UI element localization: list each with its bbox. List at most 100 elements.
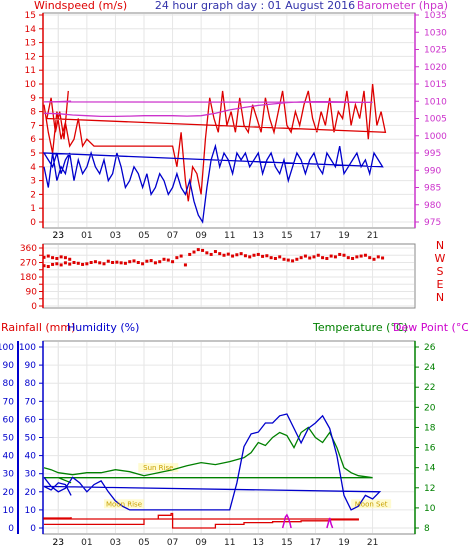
direction-point [123,261,127,265]
baro-tick-label: 1010 [424,97,447,107]
humidity-tick-label: 40 [25,452,37,462]
direction-point [93,260,97,264]
compass-label: E [437,278,444,291]
temperature-tick-label: 12 [424,484,435,494]
direction-point [98,261,102,265]
direction-point [201,248,205,252]
direction-point [63,261,67,265]
compass-label: N [436,291,444,304]
direction-point [46,254,50,258]
direction-point [55,256,59,260]
temperature-tick-label: 22 [424,383,435,393]
climate-x-tick-label: 19 [338,538,350,548]
climate-x-tick-label: 09 [195,538,207,548]
temperature-tick-label: 16 [424,444,436,454]
wind-tick-label: 3 [30,177,36,187]
direction-point [149,259,153,263]
direction-point [59,263,63,267]
direction-point [136,261,140,264]
wind-tick-label: 9 [30,94,36,104]
wind-tick-label: 12 [25,52,36,62]
humidity-tick-label: 50 [25,434,37,444]
direction-point [68,257,72,261]
direction-point [295,257,299,261]
climate-x-tick-label: 23 [53,538,64,548]
wind-x-tick-label: 21 [367,231,378,241]
climate-x-tick-label: 01 [81,538,92,548]
baro-tick-label: 1015 [424,80,447,90]
direction-point [282,257,286,261]
compass-label: W [435,252,446,265]
wind-x-tick-label: 07 [167,231,178,241]
wind-tick-label: 15 [25,11,36,21]
direction-point [243,254,247,258]
baro-tick-label: 1000 [424,132,447,142]
dir-tick-label: 0 [31,302,37,312]
direction-point [158,260,162,264]
direction-point [183,263,187,267]
wind-x-tick-label: 13 [253,231,264,241]
wind-x-tick-label: 23 [53,231,64,241]
direction-point [55,262,59,266]
direction-point [42,264,46,268]
temperature-tick-label: 26 [424,343,436,353]
direction-point [256,252,260,256]
annotation-box [351,499,392,509]
temperature-tick-label: 18 [424,423,436,433]
direction-point [312,255,316,259]
temperature-tick-label: 20 [424,403,436,413]
direction-point [59,255,63,259]
direction-point [359,254,363,258]
direction-point [213,250,217,254]
direction-point [346,256,350,260]
annotation-label: Moon Rise [106,500,142,508]
rain-tick-label: 30 [3,470,15,480]
direction-point [175,256,179,260]
wind-x-tick-label: 05 [138,231,149,241]
wind-tick-label: 0 [30,218,36,228]
rain-tick-label: 40 [3,452,15,462]
humidity-tick-label: 60 [25,415,37,425]
rain-tick-label: 20 [3,488,15,498]
direction-point [368,256,372,260]
series-temperature-line [43,426,373,484]
wind-x-tick-label: 11 [224,231,235,241]
wind-tick-label: 8 [30,108,36,118]
dir-tick-label: 90 [26,288,38,298]
temperature-axis-title: Temperature (°C) [312,321,408,334]
baro-tick-label: 975 [424,218,441,228]
direction-point [63,256,67,260]
direction-point [235,253,239,257]
humidity-tick-label: 70 [25,397,37,407]
climate-x-tick-label: 05 [138,538,149,548]
direction-point [196,248,200,252]
direction-point [286,258,290,262]
direction-point [316,253,320,257]
temperature-tick-label: 14 [424,464,436,474]
direction-point [329,254,333,258]
humidity-tick-label: 0 [30,524,36,534]
wind-x-tick-label: 01 [81,231,92,241]
direction-point [265,254,269,258]
direction-point [222,253,226,257]
wind-tick-label: 5 [30,149,36,159]
rain-tick-label: 60 [3,415,15,425]
wind-tick-label: 11 [25,66,36,76]
direction-point [308,256,312,260]
barometer-axis-title: Barometer (hpa) [357,0,448,12]
wind-x-tick-label: 23 [53,231,64,241]
wind-tick-label: 4 [30,163,36,173]
rainfall-axis-title: Rainfall (mm) [1,321,75,334]
series-rain-line [43,512,359,529]
humidity-axis-title: Humidity (%) [67,321,139,334]
direction-point [145,259,149,263]
direction-point [209,252,213,256]
direction-point [68,262,72,266]
direction-point [46,265,50,269]
climate-x-tick-label: 03 [110,538,121,548]
direction-point [81,262,85,266]
direction-point [102,262,106,266]
wind-x-tick-label: 15 [281,231,292,241]
